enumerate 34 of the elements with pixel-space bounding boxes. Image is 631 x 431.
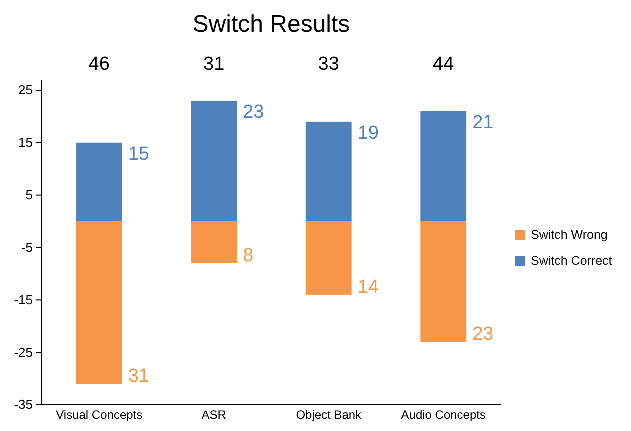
bar [306,222,352,295]
text: 33 [318,54,340,75]
chart-title: Switch Results [192,11,350,38]
text: 31 [204,54,225,75]
y-tick-label: -25 [14,344,33,360]
legend-label: Switch Wrong [531,228,608,242]
y-tick-label: 25 [18,82,33,98]
text: 46 [88,54,110,75]
bar [420,111,467,222]
x-tick-label: Object Bank [296,408,363,422]
legend-label: Switch Correct [531,254,613,268]
bar [76,142,122,222]
data-label: 15 [128,144,150,166]
y-tick-label: -15 [14,292,33,308]
x-tick-label: Visual Concepts [56,408,143,422]
bar [191,100,238,222]
x-tick-label: ASR [202,408,227,422]
y-tick-label: -5 [21,240,33,255]
text: 44 [433,54,455,75]
y-tick-label: 15 [18,135,33,150]
y-tick-label: -35 [14,397,33,412]
data-label: 21 [472,112,494,134]
data-label: 19 [358,123,379,144]
data-label: 23 [243,102,264,124]
data-label: 23 [472,324,494,346]
data-label: 8 [243,246,254,267]
bar [420,222,467,342]
data-label: 14 [358,277,380,298]
x-tick-label: Audio Concepts [401,408,486,422]
bar [191,222,238,264]
bar [306,122,352,222]
data-label: 31 [128,366,150,388]
bar [76,222,122,384]
y-tick-label: 5 [26,187,33,202]
